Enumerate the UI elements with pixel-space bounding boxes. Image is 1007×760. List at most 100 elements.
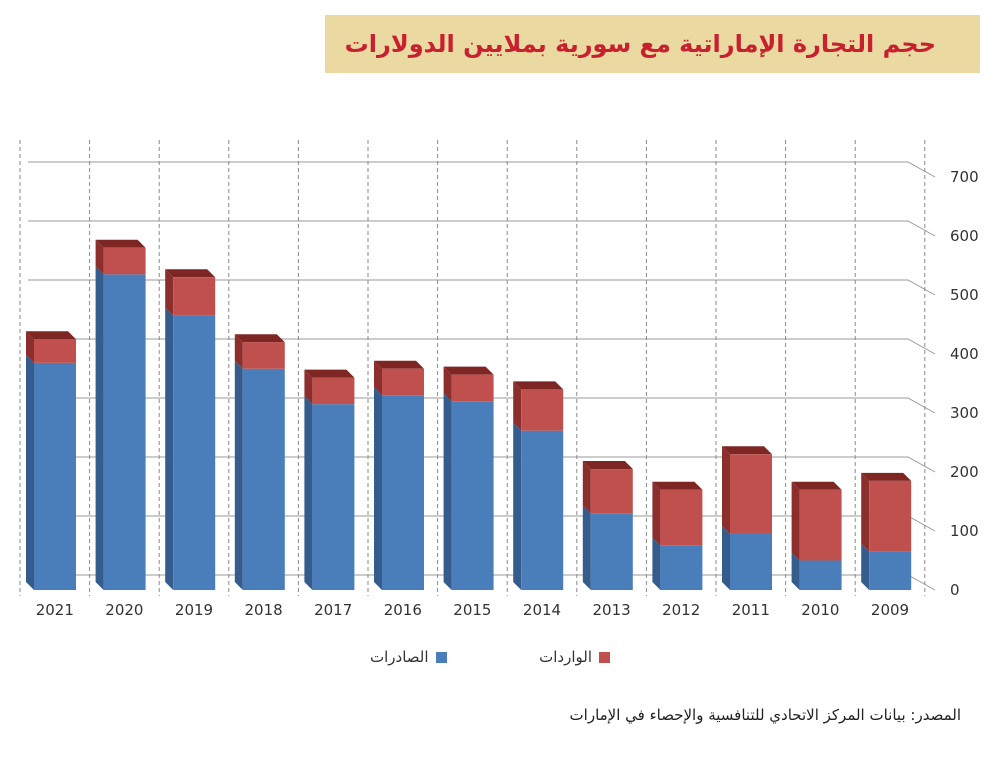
exports-bar-side [652,537,661,590]
imports-bar [173,277,216,316]
x-tick-label: 2017 [314,601,352,619]
imports-bar-top [26,331,76,340]
legend-item-exports: الصادرات [370,648,447,666]
imports-bar-side [26,331,34,363]
imports-bar-side [165,269,174,316]
y-tick-label: 200 [950,463,979,481]
exports-bar-side [374,387,382,590]
imports-bar [799,489,842,561]
y-tick-label: 600 [950,227,979,245]
imports-bar [660,489,703,546]
imports-swatch [599,651,610,663]
x-tick-label: 2015 [453,601,491,619]
exports-bar-side [443,393,452,590]
exports-bar [312,404,355,590]
x-tick-label: 2012 [662,601,700,619]
exports-bar-side [95,266,104,590]
exports-bar [242,368,285,590]
x-tick-label: 2011 [732,601,770,619]
exports-bar-side [861,543,870,590]
imports-bar-top [513,381,564,390]
x-tick-label: 2020 [105,601,143,619]
imports-bar-top [791,481,842,490]
exports-bar-side [234,360,243,590]
imports-bar-side [443,366,452,402]
y-tick-label: 100 [950,522,979,540]
imports-bar-side [722,446,730,534]
imports-bar-top [861,472,912,481]
x-tick-label: 2014 [523,601,561,619]
bar-layer [26,239,912,590]
imports-bar [730,454,772,534]
imports-bar [869,480,912,552]
imports-bar-top [304,369,355,378]
x-tick-label: 2010 [801,601,839,619]
exports-bar-side [165,307,174,590]
gridline [28,338,936,355]
x-tick-label: 2016 [384,601,422,619]
legend-label-exports: الصادرات [370,648,429,666]
imports-bar-side [374,360,382,396]
y-tick-label: 0 [950,581,960,599]
imports-bar [382,368,424,396]
imports-bar-side [513,381,522,431]
exports-bar [799,560,842,590]
imports-bar [451,374,494,402]
imports-bar-top [722,446,772,455]
exports-bar [451,401,494,590]
x-tick-label: 2013 [593,601,631,619]
exports-bar [173,315,216,590]
legend-label-imports: الواردات [539,648,592,666]
imports-bar-top [234,334,285,343]
imports-bar-side [652,481,661,546]
exports-bar [103,274,146,590]
exports-bar [730,533,772,590]
y-tick-label: 700 [950,168,979,186]
legend-item-imports: الواردات [539,648,610,666]
exports-swatch [435,651,447,663]
legend: الواردات الصادرات [370,645,610,669]
exports-bar [660,545,703,590]
stacked-bar-chart: 0 100 200 300 400 500 600 700 2021 2020 2019 2018 20… [19,140,979,619]
exports-bar-side [26,354,34,590]
imports-bar-top [374,360,424,369]
exports-bar-side [304,396,313,590]
gridline [28,279,936,296]
imports-bar [312,377,355,405]
imports-bar [34,339,76,363]
exports-bar [521,430,564,590]
imports-bar-side [861,472,870,552]
y-tick-label: 500 [950,286,979,304]
imports-bar [103,247,146,275]
exports-bar-side [722,525,730,590]
y-tick-label: 400 [950,345,979,363]
exports-bar-side [582,505,591,590]
imports-bar-top [165,269,216,278]
exports-bar [590,513,633,590]
imports-bar-top [443,366,494,375]
exports-bar [869,551,912,590]
source-note: المصدر: بيانات المركز الاتحادي للتنافسية… [569,706,961,724]
imports-bar [521,389,564,431]
x-tick-label: 2009 [871,601,909,619]
imports-bar [242,342,285,369]
x-tick-label: 2021 [36,601,74,619]
exports-bar [34,362,76,590]
imports-bar-top [582,461,633,470]
exports-bar [382,395,424,590]
imports-bar-side [95,239,104,275]
exports-bar-side [791,552,800,590]
imports-bar [590,469,633,514]
imports-bar-side [582,461,591,514]
imports-bar-top [95,239,146,248]
imports-bar-side [304,369,313,405]
chart-title: حجم التجارة الإماراتية مع سورية بملايين … [325,15,980,73]
gridline [28,220,936,237]
x-tick-label: 2018 [245,601,283,619]
grid-layer [19,140,936,596]
exports-bar-side [513,422,522,590]
gridline [28,161,936,178]
x-tick-label: 2019 [175,601,213,619]
y-tick-label: 300 [950,404,979,422]
label-layer: 0 100 200 300 400 500 600 700 2021 2020 2019 2018 20… [36,168,979,619]
